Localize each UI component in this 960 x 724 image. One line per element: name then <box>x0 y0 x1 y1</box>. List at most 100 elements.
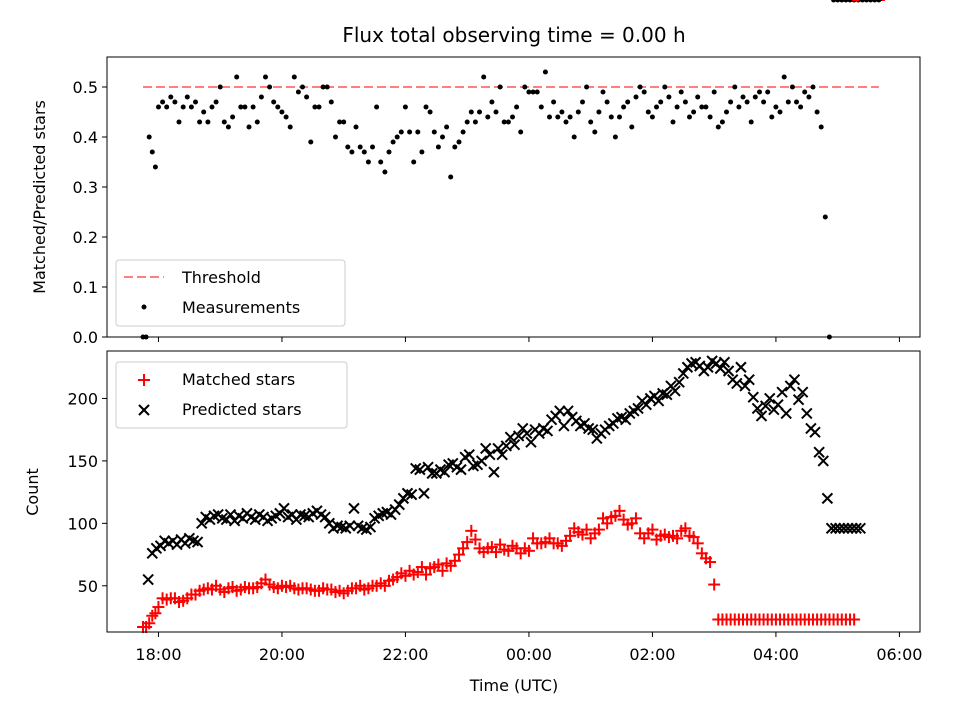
predicted-point <box>426 467 438 480</box>
y-tick-label: 100 <box>67 514 98 533</box>
measurement-point <box>398 129 404 135</box>
predicted-point <box>195 517 208 530</box>
measurement-point <box>456 139 462 145</box>
measurement-point <box>806 94 812 100</box>
matched-point <box>580 523 593 536</box>
measurement-point <box>435 144 441 150</box>
predicted-point <box>405 488 418 501</box>
measurement-point <box>225 124 231 130</box>
predicted-point <box>525 436 537 448</box>
matched-point <box>646 523 659 536</box>
measurement-point <box>719 119 725 125</box>
measurement-point <box>213 99 219 105</box>
matched-point <box>143 617 156 630</box>
measurement-point <box>740 94 746 100</box>
measurement-point <box>172 99 178 105</box>
matched-point <box>564 529 577 542</box>
predicted-point <box>661 389 673 401</box>
measurement-point <box>732 84 738 90</box>
legend-matched-swatch <box>138 374 150 386</box>
predicted-point <box>702 361 714 373</box>
chart-title: Flux total observing time = 0.00 h <box>342 23 685 47</box>
matched-point <box>469 533 482 546</box>
matched-point <box>708 578 721 591</box>
predicted-point <box>673 376 685 388</box>
predicted-point <box>714 362 727 375</box>
predicted-point <box>755 410 768 422</box>
measurement-point <box>378 159 384 165</box>
matched-point <box>420 568 433 581</box>
measurement-point <box>477 109 482 115</box>
measurement-point <box>238 104 244 110</box>
measurement-point <box>452 144 458 150</box>
x-tick-label: 18:00 <box>135 645 181 664</box>
measurement-point <box>205 119 211 125</box>
measurement-point <box>267 84 273 90</box>
predicted-point <box>364 521 377 533</box>
measurement-point <box>415 129 421 135</box>
matched-point <box>452 548 465 561</box>
matched-point <box>848 613 861 626</box>
bottom-y-ticks: 50 100 150 200 <box>67 389 107 596</box>
measurement-point <box>835 0 841 3</box>
predicted-point <box>850 522 862 535</box>
predicted-point <box>278 502 290 515</box>
matched-point <box>704 556 717 569</box>
matched-point <box>457 542 470 555</box>
measurement-point <box>699 104 705 110</box>
predicted-point <box>817 455 829 467</box>
measurement-point <box>662 84 668 90</box>
measurement-point <box>510 114 515 120</box>
predicted-point <box>640 398 652 411</box>
predicted-point <box>344 520 356 532</box>
measurement-point <box>711 89 717 95</box>
measurement-point <box>724 109 729 115</box>
predicted-point <box>842 522 854 535</box>
measurement-point <box>485 114 491 120</box>
matched-point <box>152 601 165 614</box>
top-legend[interactable]: Threshold Measurements <box>115 259 346 327</box>
matched-point <box>629 512 642 525</box>
measurement-point <box>810 84 816 90</box>
measurement-point <box>489 99 495 105</box>
measurement-point <box>530 89 536 95</box>
predicted-point <box>743 374 755 386</box>
matched-point <box>671 532 684 545</box>
measurement-point <box>328 99 334 105</box>
bottom-x-ticks: 18:00 20:00 22:00 00:00 02:00 04:00 06:00 <box>135 632 922 664</box>
measurement-point <box>781 74 787 80</box>
measurement-point <box>695 94 701 100</box>
measurement-point <box>843 0 849 3</box>
measurement-point <box>275 104 281 110</box>
measurement-point <box>271 99 277 105</box>
predicted-point <box>669 385 681 397</box>
bottom-y-axis-label: Count <box>23 468 42 516</box>
measurement-point <box>542 69 548 75</box>
measurement-point <box>341 119 347 125</box>
measurement-point <box>152 164 158 170</box>
measurement-point <box>670 119 676 125</box>
measurement-point <box>295 89 301 95</box>
matched-point <box>149 607 162 620</box>
measurement-point <box>431 129 437 135</box>
bottom-legend[interactable]: Matched stars Predicted stars <box>115 361 348 429</box>
predicted-point <box>632 402 644 415</box>
predicted-point <box>854 522 867 535</box>
measurement-point <box>419 149 425 155</box>
top-plot-frame <box>106 56 921 338</box>
measurement-point <box>386 149 392 155</box>
measurement-point <box>149 149 155 155</box>
measurement-point <box>678 89 684 95</box>
measurement-point <box>501 119 507 125</box>
measurement-point <box>407 129 413 135</box>
measurement-point <box>621 104 627 110</box>
matched-point <box>522 544 535 557</box>
measurement-point <box>839 0 845 3</box>
measurement-point <box>254 119 260 125</box>
measurement-point <box>526 89 532 95</box>
matched-stars-series <box>137 0 885 634</box>
predicted-point <box>739 380 751 392</box>
predicted-point <box>772 398 784 411</box>
measurement-point <box>493 109 499 115</box>
legend-predicted-swatch <box>138 404 150 416</box>
